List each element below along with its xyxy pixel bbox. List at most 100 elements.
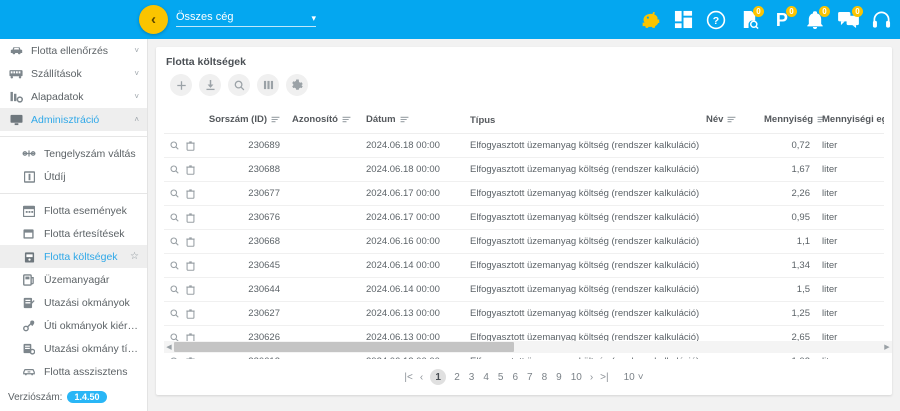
sidebar-item-flotta-ellenorzes[interactable]: Flotta ellenőrzés ˅: [0, 39, 147, 62]
table-row[interactable]: 230676 2024.06.17 00:00 Elfogyasztott üzem…: [164, 205, 884, 230]
table-row[interactable]: 230677 2024.06.17 00:00 Elfogyasztott üzem…: [164, 181, 884, 206]
view-row-icon[interactable]: [170, 165, 179, 174]
cell-azonosito: [286, 229, 360, 254]
search-button[interactable]: [228, 74, 250, 96]
table-row[interactable]: 230689 2024.06.18 00:00 Elfogyasztott üzem…: [164, 133, 884, 158]
dashboard-grid-icon[interactable]: [672, 9, 694, 31]
sidebar-item-flotta-esemenyek[interactable]: Flotta események: [0, 199, 147, 222]
column-header-azonosito[interactable]: Azonosító: [286, 110, 360, 134]
sidebar-item-flotta-asszisztens[interactable]: Flotta asszisztens: [0, 360, 147, 383]
sort-icon[interactable]: [727, 115, 736, 126]
sidebar-item-tengelyszam-valtas[interactable]: Tengelyszám váltás: [0, 142, 147, 165]
table-row[interactable]: 230645 2024.06.14 00:00 Elfogyasztott üzem…: [164, 253, 884, 278]
view-row-icon[interactable]: [170, 141, 179, 150]
view-row-icon[interactable]: [170, 189, 179, 198]
sidebar-item-label: Utazási okmány típusok: [44, 342, 139, 355]
column-header-datum[interactable]: Dátum: [360, 110, 464, 134]
view-row-icon[interactable]: [170, 357, 179, 359]
delete-row-icon[interactable]: [186, 356, 195, 359]
company-select[interactable]: Összes cég ▾: [176, 11, 316, 27]
cell-id: 230645: [202, 253, 286, 278]
column-header-tipus[interactable]: Típus: [464, 110, 700, 134]
page-size-select[interactable]: 10 ˅: [624, 372, 644, 383]
column-header-id[interactable]: Sorszám (ID): [202, 110, 286, 134]
horizontal-scrollbar[interactable]: ◀ ▶: [164, 341, 892, 353]
view-row-icon[interactable]: [170, 285, 179, 294]
scrollbar-thumb[interactable]: [174, 342, 514, 352]
delete-row-icon[interactable]: [186, 164, 195, 175]
sort-icon[interactable]: [342, 115, 351, 126]
scrollbar-track[interactable]: [174, 342, 882, 352]
cell-nev: [700, 301, 758, 326]
table-body: 230689 2024.06.18 00:00 Elfogyasztott üzem…: [164, 133, 884, 359]
sidebar-item-adminisztracio[interactable]: Adminisztráció ˄: [0, 108, 147, 131]
delete-row-icon[interactable]: [186, 140, 195, 151]
page-number-5[interactable]: 5: [497, 371, 504, 383]
view-row-icon[interactable]: [170, 237, 179, 246]
columns-button[interactable]: [257, 74, 279, 96]
page-number-7[interactable]: 7: [527, 371, 533, 383]
sidebar-item-uti-okmanyok-kiertekelese[interactable]: Úti okmányok kiértékelése: [0, 314, 147, 337]
column-header-mennyisegi-egyseg[interactable]: Mennyiségi egység: [816, 110, 884, 134]
cell-id: 230627: [202, 301, 286, 326]
page-number-3[interactable]: 3: [468, 371, 475, 383]
column-header-nev[interactable]: Név: [700, 110, 758, 134]
help-circle-icon[interactable]: ?: [705, 9, 727, 31]
page-number-10[interactable]: 10: [570, 371, 582, 383]
bell-icon[interactable]: 0: [804, 5, 830, 31]
add-button[interactable]: [170, 74, 192, 96]
page-number-4[interactable]: 4: [483, 371, 489, 383]
sidebar-item-szallitasok[interactable]: Szállítások ˅: [0, 62, 147, 85]
chat-icon[interactable]: 0: [837, 5, 863, 31]
delete-row-icon[interactable]: [186, 236, 195, 247]
parking-p-icon[interactable]: P 0: [771, 5, 797, 31]
sidebar-item-utazasi-okmany-tipusok[interactable]: Utazási okmány típusok: [0, 337, 147, 360]
sort-icon[interactable]: [271, 115, 280, 126]
sidebar-item-uzemanyagar[interactable]: Üzemanyagár: [0, 268, 147, 291]
settings-button[interactable]: [286, 74, 308, 96]
page-number-9[interactable]: 9: [556, 371, 562, 383]
chevron-down-icon: ˅: [134, 92, 139, 101]
table-row[interactable]: 230668 2024.06.16 00:00 Elfogyasztott üzem…: [164, 229, 884, 254]
page-number-2[interactable]: 2: [454, 371, 460, 383]
download-button[interactable]: [199, 74, 221, 96]
last-page-button[interactable]: >|: [600, 371, 609, 383]
scroll-right-arrow[interactable]: ▶: [884, 344, 890, 351]
column-header-mennyiseg[interactable]: Mennyiség: [758, 110, 826, 134]
view-row-icon[interactable]: [170, 333, 179, 342]
sidebar-item-alapadatok[interactable]: Alapadatok ˅: [0, 85, 147, 108]
scroll-left-arrow[interactable]: ◀: [166, 344, 172, 351]
piggy-bank-icon[interactable]: [639, 9, 661, 31]
page-number-1[interactable]: 1: [430, 369, 447, 385]
view-row-icon[interactable]: [170, 213, 179, 222]
sidebar-item-flotta-koltsegek[interactable]: Flotta költségek ☆: [0, 245, 147, 268]
view-row-icon[interactable]: [170, 261, 179, 270]
document-search-icon[interactable]: 0: [738, 5, 764, 31]
delete-row-icon[interactable]: [186, 284, 195, 295]
delete-row-icon[interactable]: [186, 260, 195, 271]
sidebar-collapse-button[interactable]: ‹: [139, 5, 168, 34]
delete-row-icon[interactable]: [186, 188, 195, 199]
table-row[interactable]: 230644 2024.06.14 00:00 Elfogyasztott üzem…: [164, 277, 884, 302]
table-scroll-container[interactable]: Sorszám (ID) Azonosító Dátum Típus Név M…: [164, 110, 884, 359]
cost-calendar-icon: [22, 250, 36, 264]
delete-row-icon[interactable]: [186, 308, 195, 319]
sort-icon[interactable]: [400, 115, 409, 126]
table-row[interactable]: 230688 2024.06.18 00:00 Elfogyasztott üzem…: [164, 157, 884, 182]
delete-row-icon[interactable]: [186, 212, 195, 223]
badge-count: 0: [819, 5, 830, 17]
cell-mennyisegi-egyseg: liter: [816, 181, 884, 206]
favorite-star-icon[interactable]: ☆: [130, 251, 139, 262]
first-page-button[interactable]: |<: [404, 371, 413, 383]
table-row[interactable]: 230627 2024.06.13 00:00 Elfogyasztott üzem…: [164, 301, 884, 326]
page-number-6[interactable]: 6: [512, 371, 519, 383]
sidebar-item-utdij[interactable]: Útdíj: [0, 165, 147, 188]
prev-page-button[interactable]: ‹: [419, 371, 424, 383]
page-number-8[interactable]: 8: [541, 371, 548, 383]
sidebar-item-utazasi-okmanyok[interactable]: Utazási okmányok: [0, 291, 147, 314]
headset-support-icon[interactable]: [870, 9, 892, 31]
next-page-button[interactable]: ›: [589, 371, 594, 383]
view-row-icon[interactable]: [170, 309, 179, 318]
sidebar-item-flotta-ertesitesek[interactable]: Flotta értesítések: [0, 222, 147, 245]
